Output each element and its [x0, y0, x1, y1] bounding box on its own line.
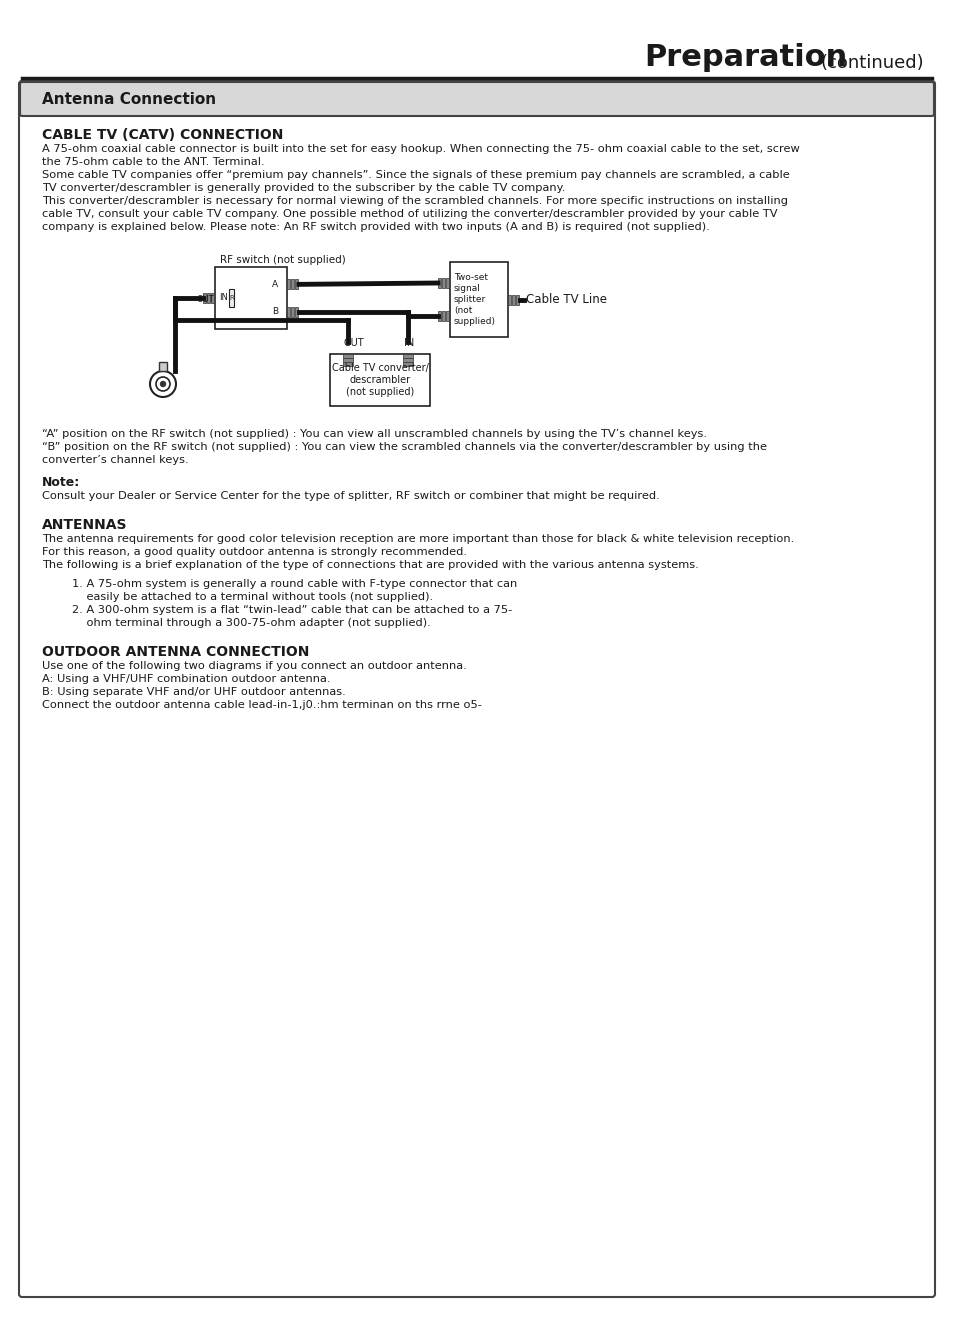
Text: 2. A 300-ohm system is a flat “twin-lead” cable that can be attached to a 75-: 2. A 300-ohm system is a flat “twin-lead…	[71, 605, 512, 615]
Bar	[207, 293, 211, 303]
Bar	[446, 311, 449, 321]
Text: “B” position on the RF switch (not supplied) : You can view the scrambled channe: “B” position on the RF switch (not suppl…	[42, 443, 766, 452]
Text: ANTENNAS: ANTENNAS	[42, 519, 128, 532]
Text: ohm terminal through a 300-75-ohm adapter (not supplied).: ohm terminal through a 300-75-ohm adapte…	[71, 619, 431, 628]
Bar	[446, 279, 449, 288]
Bar	[343, 363, 353, 365]
Text: For this reason, a good quality outdoor antenna is strongly recommended.: For this reason, a good quality outdoor …	[42, 547, 467, 557]
Bar	[229, 289, 233, 308]
Bar	[287, 280, 291, 289]
Bar	[294, 307, 298, 317]
Text: “A” position on the RF switch (not supplied) : You can view all unscrambled chan: “A” position on the RF switch (not suppl…	[42, 429, 706, 439]
Bar	[203, 293, 206, 303]
Text: The following is a brief explanation of the type of connections that are provide: The following is a brief explanation of …	[42, 560, 698, 571]
Bar	[402, 359, 413, 361]
Text: IN: IN	[403, 339, 414, 348]
Bar	[211, 293, 214, 303]
Text: Cable TV converter/
descrambler
(not supplied): Cable TV converter/ descrambler (not sup…	[332, 363, 428, 397]
Text: Antenna Connection: Antenna Connection	[42, 92, 216, 107]
Text: (continued): (continued)	[820, 55, 923, 72]
Text: OUT: OUT	[344, 339, 364, 348]
Text: converter’s channel keys.: converter’s channel keys.	[42, 455, 189, 465]
Bar	[214, 267, 287, 329]
Text: Consult your Dealer or Service Center for the type of splitter, RF switch or com: Consult your Dealer or Service Center fo…	[42, 491, 659, 501]
Text: Use one of the following two diagrams if you connect an outdoor antenna.: Use one of the following two diagrams if…	[42, 661, 466, 670]
Text: This converter/descrambler is necessary for normal viewing of the scrambled chan: This converter/descrambler is necessary …	[42, 196, 787, 207]
Bar	[512, 295, 515, 304]
Text: company is explained below. Please note: An RF switch provided with two inputs (: company is explained below. Please note:…	[42, 223, 709, 232]
Text: Two-set
signal
splitter
(not
supplied): Two-set signal splitter (not supplied)	[454, 273, 496, 327]
Text: Preparation: Preparation	[644, 44, 847, 72]
Bar	[516, 295, 519, 304]
Bar	[330, 355, 430, 407]
Text: The antenna requirements for good color television reception are more important : The antenna requirements for good color …	[42, 535, 794, 544]
Bar	[343, 359, 353, 361]
Text: Connect the outdoor antenna cable lead-in-1,j0.:hm terminan on ths rrne o5-: Connect the outdoor antenna cable lead-i…	[42, 700, 481, 710]
Text: CABLE TV (CATV) CONNECTION: CABLE TV (CATV) CONNECTION	[42, 128, 283, 143]
FancyBboxPatch shape	[20, 83, 933, 116]
Text: B: B	[272, 307, 277, 316]
Bar	[507, 295, 511, 304]
Text: easily be attached to a terminal without tools (not supplied).: easily be attached to a terminal without…	[71, 592, 433, 603]
Bar	[441, 279, 445, 288]
Bar	[343, 355, 353, 357]
Text: OUT: OUT	[196, 296, 214, 304]
Text: B: Using separate VHF and/or UHF outdoor antennas.: B: Using separate VHF and/or UHF outdoor…	[42, 686, 345, 697]
Bar	[159, 363, 167, 371]
Bar	[402, 363, 413, 365]
Bar	[294, 280, 298, 289]
Text: IN: IN	[219, 293, 228, 303]
Text: TV converter/descrambler is generally provided to the subscriber by the cable TV: TV converter/descrambler is generally pr…	[42, 183, 565, 193]
Text: R: R	[229, 295, 233, 301]
Bar	[437, 279, 441, 288]
FancyBboxPatch shape	[19, 81, 934, 1297]
Text: RF switch (not supplied): RF switch (not supplied)	[220, 255, 345, 265]
Text: Cable TV Line: Cable TV Line	[525, 293, 606, 307]
Text: A 75-ohm coaxial cable connector is built into the set for easy hookup. When con: A 75-ohm coaxial cable connector is buil…	[42, 144, 799, 155]
Text: Note:: Note:	[42, 476, 80, 489]
Bar	[291, 280, 294, 289]
Bar	[437, 311, 441, 321]
Bar	[450, 263, 507, 337]
Text: OUTDOOR ANTENNA CONNECTION: OUTDOOR ANTENNA CONNECTION	[42, 645, 309, 659]
Text: cable TV, consult your cable TV company. One possible method of utilizing the co: cable TV, consult your cable TV company.…	[42, 209, 777, 219]
Bar	[441, 311, 445, 321]
Bar	[287, 307, 291, 317]
Bar	[291, 307, 294, 317]
Text: 1. A 75-ohm system is generally a round cable with F-type connector that can: 1. A 75-ohm system is generally a round …	[71, 579, 517, 589]
Text: Some cable TV companies offer “premium pay channels”. Since the signals of these: Some cable TV companies offer “premium p…	[42, 171, 789, 180]
Text: the 75-ohm cable to the ANT. Terminal.: the 75-ohm cable to the ANT. Terminal.	[42, 157, 264, 167]
Bar	[402, 355, 413, 357]
Circle shape	[160, 381, 165, 387]
Text: A: A	[272, 280, 277, 289]
Text: A: Using a VHF/UHF combination outdoor antenna.: A: Using a VHF/UHF combination outdoor a…	[42, 674, 330, 684]
